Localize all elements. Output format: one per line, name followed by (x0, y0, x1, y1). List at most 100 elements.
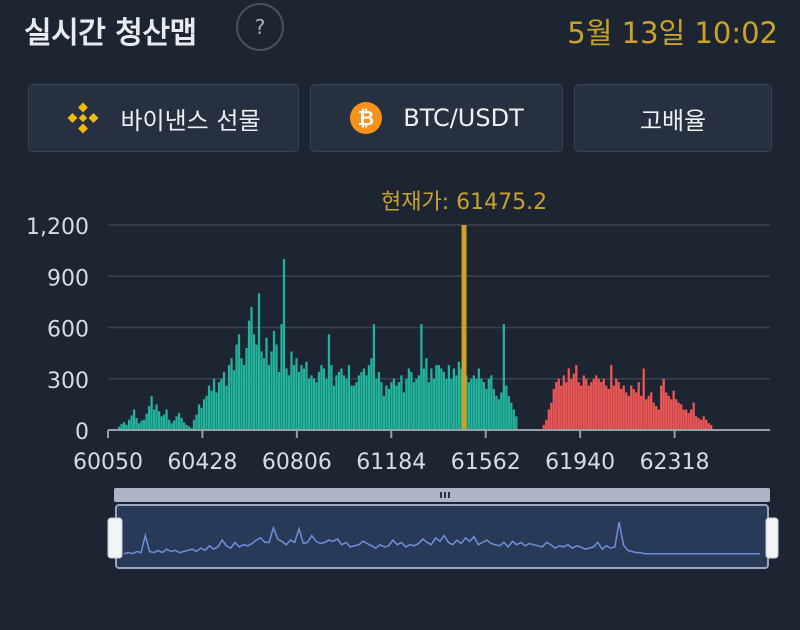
long-liquidation-bar (205, 395, 208, 430)
long-liquidation-bar (327, 334, 331, 430)
long-liquidation-bar (487, 378, 490, 430)
leverage-label: 고배율 (639, 106, 707, 135)
long-liquidation-bar (497, 399, 500, 430)
short-liquidation-bar (672, 390, 675, 430)
long-liquidation-bar (182, 422, 186, 430)
pair-selector[interactable]: ₿ BTC/USDT (310, 84, 563, 152)
long-liquidation-bar (502, 324, 505, 430)
short-liquidation-bar (575, 365, 578, 430)
short-liquidation-bar (685, 409, 688, 430)
short-liquidation-bar (647, 395, 650, 430)
short-liquidation-bar (675, 399, 678, 430)
long-liquidation-bar (437, 365, 440, 430)
long-liquidation-bar (507, 395, 510, 430)
long-liquidation-bar (342, 375, 346, 430)
long-liquidation-bar (230, 358, 233, 430)
long-liquidation-bar (460, 368, 463, 430)
short-liquidation-bar (642, 368, 645, 430)
long-liquidation-bar (495, 395, 498, 430)
x-tick-label: 61184 (356, 450, 426, 475)
short-liquidation-bar (620, 389, 623, 430)
short-liquidation-bar (567, 368, 570, 430)
long-liquidation-bar (160, 416, 163, 430)
long-liquidation-bar (422, 368, 426, 430)
short-liquidation-bar (617, 382, 620, 430)
short-liquidation-bar (660, 385, 663, 430)
long-liquidation-bar (175, 416, 178, 430)
long-liquidation-bar (382, 395, 386, 430)
short-liquidation-bar (710, 424, 713, 430)
long-liquidation-bar (395, 385, 398, 430)
long-liquidation-bar (235, 344, 238, 430)
short-liquidation-bar (670, 399, 673, 430)
short-liquidation-bar (562, 375, 565, 430)
short-liquidation-bar (652, 402, 655, 430)
long-liquidation-bar (317, 371, 321, 430)
leverage-selector[interactable]: 고배율 (574, 84, 772, 152)
grip-icon[interactable] (440, 492, 450, 498)
long-liquidation-bar (180, 418, 183, 430)
short-liquidation-bar (680, 404, 683, 430)
long-liquidation-bar (280, 324, 283, 430)
long-liquidation-bar (197, 404, 201, 430)
long-liquidation-bar (155, 404, 158, 430)
long-liquidation-bar (157, 411, 161, 430)
long-liquidation-bar (232, 370, 236, 430)
long-liquidation-bar (310, 375, 313, 430)
long-liquidation-bar (360, 371, 363, 430)
long-liquidation-bar (290, 351, 293, 430)
short-liquidation-bar (602, 378, 605, 430)
long-liquidation-bar (412, 382, 416, 430)
navigator-handle-right[interactable] (765, 517, 779, 559)
short-liquidation-bar (547, 409, 550, 430)
short-liquidation-bar (542, 424, 545, 430)
y-tick-label: 600 (47, 318, 89, 343)
long-liquidation-bar (222, 371, 226, 430)
question-mark-icon: ? (254, 15, 266, 39)
long-liquidation-bar (480, 378, 483, 430)
x-axis-ticks: 60050 60428 60806 61184 61562 61940 62318 (73, 430, 710, 475)
short-liquidation-bar (625, 392, 628, 430)
short-liquidation-bar (597, 378, 600, 430)
long-liquidation-bar (400, 375, 403, 430)
navigator-window[interactable] (115, 504, 769, 569)
long-liquidation-bar (152, 409, 156, 430)
long-liquidation-bar (490, 375, 493, 430)
long-liquidation-bar (325, 378, 328, 430)
long-liquidation-bar (240, 358, 243, 430)
help-button[interactable]: ? (236, 3, 284, 51)
short-liquidation-bar (605, 385, 608, 430)
long-liquidation-bar (140, 420, 143, 430)
long-liquidation-bar (135, 418, 138, 430)
long-liquidation-bar (445, 378, 448, 430)
long-liquidation-bar (172, 420, 176, 430)
long-liquidation-bar (312, 378, 316, 430)
x-tick-label: 61562 (451, 450, 521, 475)
long-liquidation-bar (167, 419, 171, 430)
long-liquidation-bar (315, 382, 318, 430)
long-liquidation-bar (150, 395, 153, 430)
short-liquidation-bar (565, 382, 568, 430)
short-liquidation-bar (557, 378, 560, 430)
navigator-handle-left[interactable] (107, 517, 123, 559)
long-liquidation-bar (477, 368, 480, 430)
short-liquidation-bar (687, 412, 690, 430)
y-tick-label: 0 (75, 420, 89, 445)
long-liquidation-bar (210, 390, 213, 430)
long-liquidation-bar (207, 385, 211, 430)
long-liquidation-bar (475, 378, 478, 430)
range-navigator[interactable] (107, 488, 779, 569)
long-liquidation-bar (442, 371, 445, 430)
long-liquidation-bar (370, 358, 373, 430)
long-liquidation-bar (212, 378, 216, 430)
long-liquidation-bar (415, 378, 418, 430)
short-liquidation-bar (655, 406, 658, 430)
long-liquidation-bar (405, 378, 408, 430)
long-liquidation-bar (500, 392, 503, 430)
page-title: 실시간 청산맵 (24, 16, 197, 51)
short-liquidation-bar (665, 392, 668, 430)
exchange-selector[interactable]: 바이낸스 선물 (28, 84, 299, 152)
short-liquidation-bar (667, 395, 670, 430)
short-liquidation-bar (690, 409, 693, 430)
